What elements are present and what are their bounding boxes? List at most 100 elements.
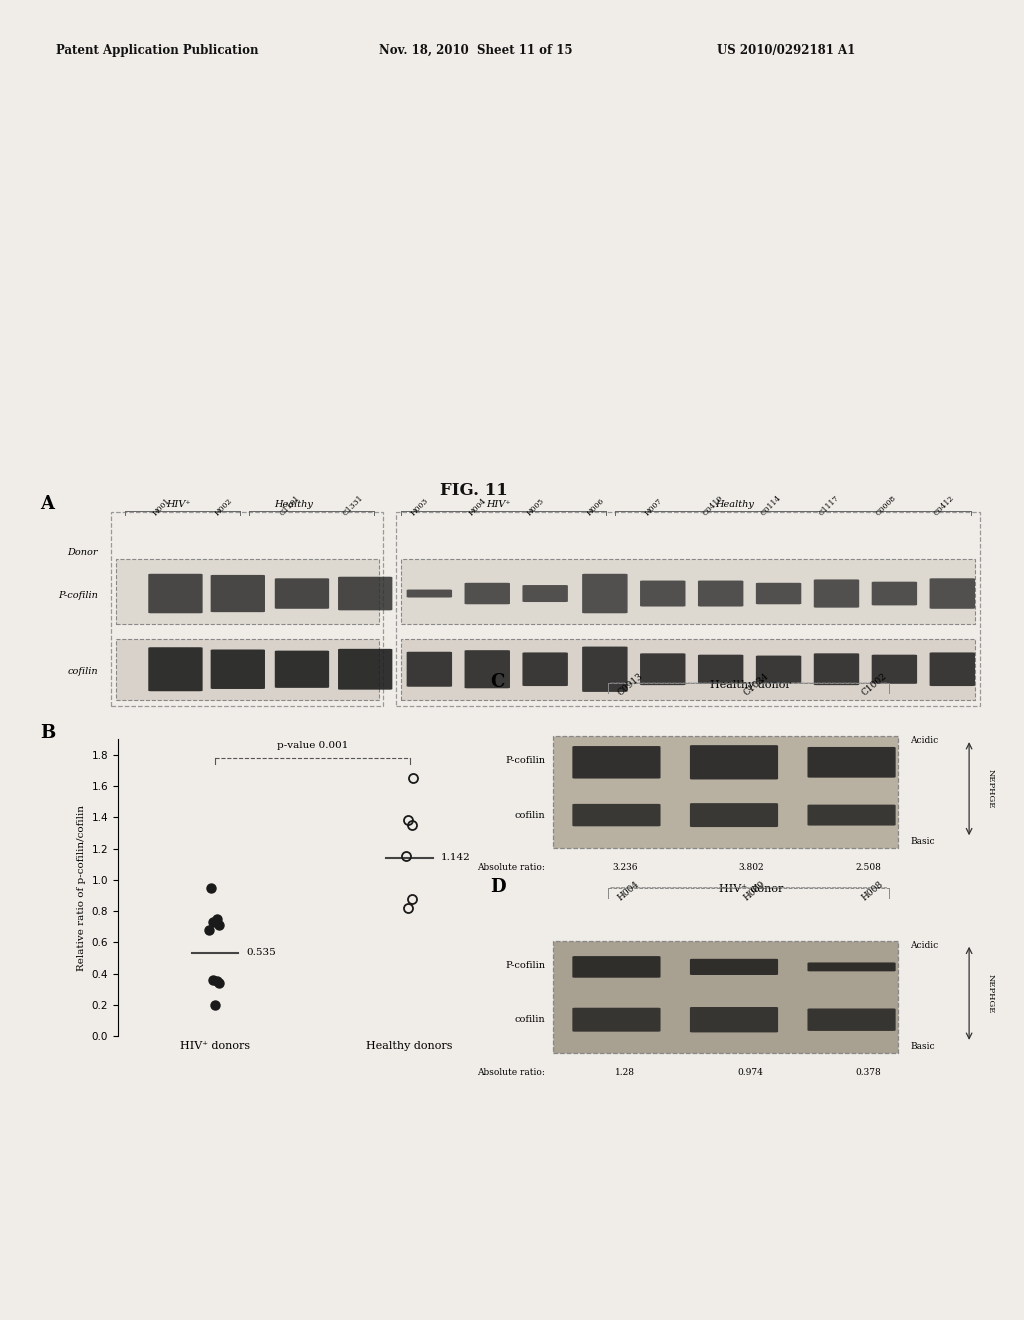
Text: 0.378: 0.378 [855, 1068, 882, 1077]
FancyBboxPatch shape [582, 647, 628, 692]
Bar [553, 940, 898, 1053]
Text: H003: H003 [410, 498, 430, 517]
FancyBboxPatch shape [465, 651, 510, 688]
Text: C1002: C1002 [860, 672, 889, 698]
FancyBboxPatch shape [407, 590, 452, 598]
FancyBboxPatch shape [522, 585, 568, 602]
Text: C1331: C1331 [341, 494, 365, 517]
FancyBboxPatch shape [211, 576, 265, 612]
FancyBboxPatch shape [930, 578, 975, 609]
FancyBboxPatch shape [572, 1007, 660, 1032]
Text: C: C [490, 673, 505, 692]
FancyBboxPatch shape [756, 656, 802, 682]
FancyBboxPatch shape [930, 652, 975, 686]
Text: Absolute ratio:: Absolute ratio: [477, 1068, 545, 1077]
FancyBboxPatch shape [690, 803, 778, 828]
Text: H007: H007 [643, 498, 664, 517]
Bar [116, 639, 379, 700]
Text: Acidic: Acidic [910, 737, 939, 746]
Bar [116, 558, 379, 624]
Bar [400, 558, 976, 624]
Text: FIG. 11: FIG. 11 [440, 482, 508, 499]
Text: C0419: C0419 [701, 494, 725, 517]
Text: H008: H008 [860, 879, 885, 903]
FancyBboxPatch shape [808, 805, 896, 825]
FancyBboxPatch shape [871, 582, 918, 606]
Text: Acidic: Acidic [910, 941, 939, 950]
Text: Healthy: Healthy [716, 500, 755, 508]
Text: Patent Application Publication: Patent Application Publication [56, 44, 259, 57]
FancyBboxPatch shape [465, 583, 510, 605]
FancyBboxPatch shape [814, 653, 859, 685]
Text: HIV⁺ donor: HIV⁺ donor [719, 884, 783, 895]
Bar [553, 737, 898, 847]
Text: H004: H004 [468, 498, 488, 517]
FancyBboxPatch shape [640, 581, 685, 606]
Text: Basic: Basic [910, 1041, 935, 1051]
Text: HIV⁺: HIV⁺ [486, 500, 511, 508]
FancyBboxPatch shape [698, 581, 743, 606]
Bar [112, 512, 383, 706]
FancyBboxPatch shape [690, 1007, 778, 1032]
Text: p-value 0.001: p-value 0.001 [276, 741, 348, 750]
Bar [396, 512, 980, 706]
Text: 1.28: 1.28 [614, 1068, 635, 1077]
Text: Basic: Basic [910, 837, 935, 846]
FancyBboxPatch shape [148, 647, 203, 692]
Text: NEPHGE: NEPHGE [986, 974, 994, 1012]
Text: Healthy donor: Healthy donor [711, 680, 792, 689]
FancyBboxPatch shape [522, 652, 568, 686]
Text: C1101: C1101 [278, 494, 301, 517]
Text: P-cofilin: P-cofilin [505, 756, 545, 766]
FancyBboxPatch shape [814, 579, 859, 607]
Text: C0412: C0412 [933, 494, 956, 517]
FancyBboxPatch shape [808, 962, 896, 972]
Text: 3.802: 3.802 [738, 863, 764, 873]
Text: NEPHGE: NEPHGE [986, 770, 994, 808]
Text: H004: H004 [616, 879, 641, 903]
Bar [400, 639, 976, 700]
FancyBboxPatch shape [582, 574, 628, 614]
Text: cofilin: cofilin [514, 1015, 545, 1024]
Text: H006: H006 [586, 498, 606, 517]
Text: D: D [490, 878, 506, 896]
FancyBboxPatch shape [274, 578, 329, 609]
Y-axis label: Relative ratio of p-cofilin/cofilin: Relative ratio of p-cofilin/cofilin [77, 805, 86, 970]
Text: C1117: C1117 [817, 494, 841, 517]
Text: cofilin: cofilin [68, 667, 98, 676]
Text: 1.142: 1.142 [440, 853, 470, 862]
Text: H009: H009 [742, 879, 767, 903]
Text: 2.508: 2.508 [855, 863, 882, 873]
Text: P-cofilin: P-cofilin [505, 961, 545, 970]
FancyBboxPatch shape [572, 956, 660, 978]
Text: H002: H002 [214, 498, 234, 517]
Text: A: A [40, 495, 54, 513]
Text: H001: H001 [152, 498, 172, 517]
FancyBboxPatch shape [148, 574, 203, 614]
Text: 0.974: 0.974 [738, 1068, 764, 1077]
FancyBboxPatch shape [211, 649, 265, 689]
FancyBboxPatch shape [338, 649, 392, 689]
Text: Healthy: Healthy [274, 500, 313, 508]
FancyBboxPatch shape [698, 655, 743, 684]
FancyBboxPatch shape [756, 583, 802, 605]
FancyBboxPatch shape [274, 651, 329, 688]
FancyBboxPatch shape [572, 804, 660, 826]
Text: Absolute ratio:: Absolute ratio: [477, 863, 545, 873]
FancyBboxPatch shape [690, 744, 778, 779]
FancyBboxPatch shape [808, 1008, 896, 1031]
FancyBboxPatch shape [338, 577, 392, 610]
Text: C0114: C0114 [759, 494, 782, 517]
Text: HIV⁺: HIV⁺ [166, 500, 190, 508]
Text: B: B [40, 725, 55, 742]
FancyBboxPatch shape [640, 653, 685, 685]
Text: cofilin: cofilin [514, 810, 545, 820]
FancyBboxPatch shape [871, 655, 918, 684]
Text: 3.236: 3.236 [612, 863, 638, 873]
Text: Donor: Donor [68, 548, 98, 557]
FancyBboxPatch shape [572, 746, 660, 779]
Text: P-cofilin: P-cofilin [58, 591, 98, 601]
Text: Nov. 18, 2010  Sheet 11 of 15: Nov. 18, 2010 Sheet 11 of 15 [379, 44, 572, 57]
FancyBboxPatch shape [690, 958, 778, 975]
Text: C1034: C1034 [742, 672, 771, 698]
